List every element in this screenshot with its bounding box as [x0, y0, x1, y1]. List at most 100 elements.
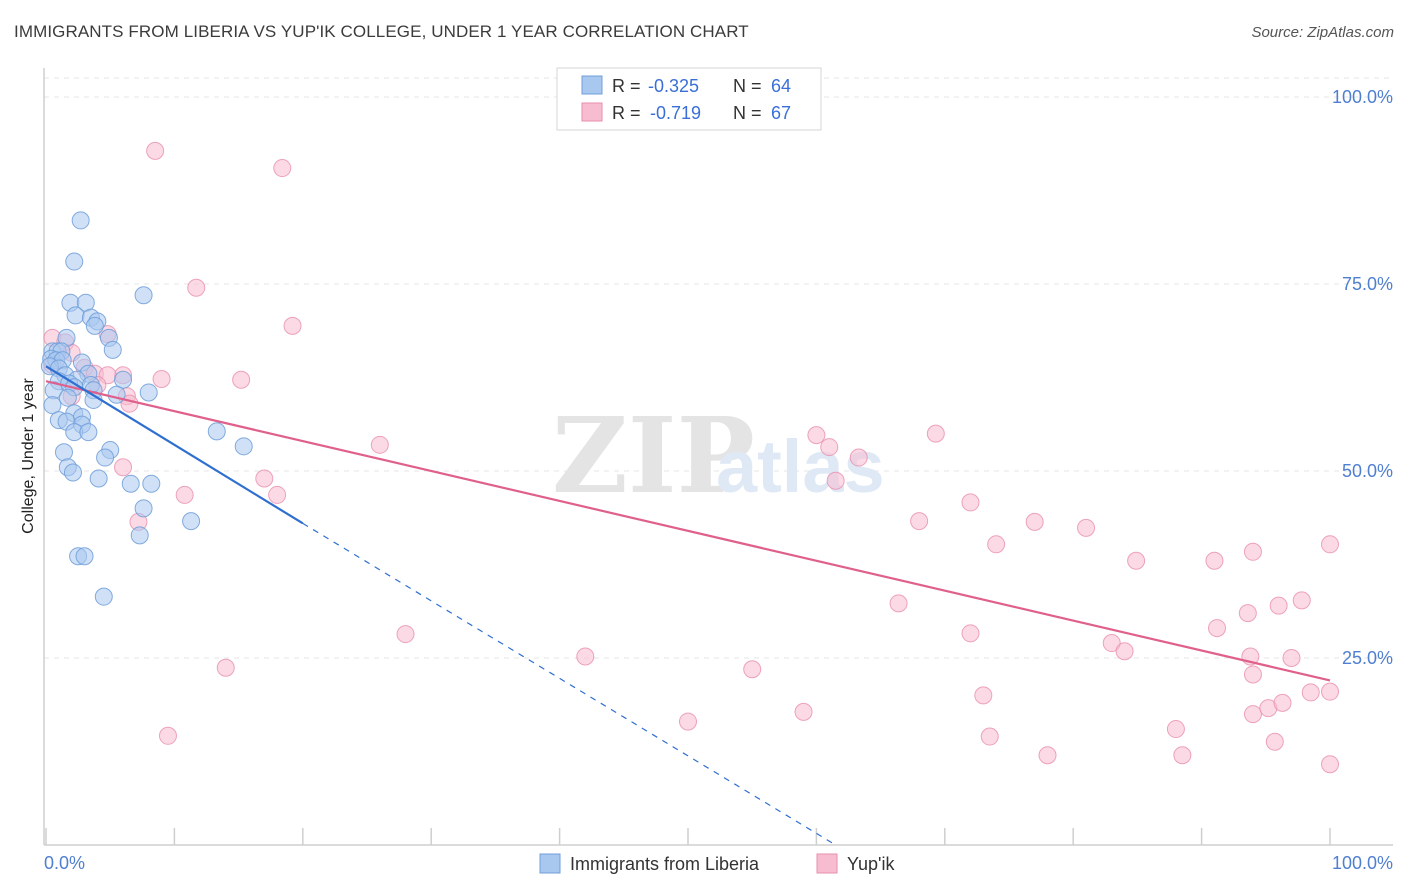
n-value-blue: 64 [771, 76, 791, 96]
watermark-zip: ZIP [552, 394, 755, 517]
liberia-point [234, 437, 253, 456]
stats-legend-swatch-blue [581, 75, 603, 95]
yupik-point [216, 658, 235, 677]
liberia-point [79, 423, 98, 442]
r-value-pink: -0.719 [650, 103, 701, 123]
x-tick-min: 0.0% [44, 853, 85, 873]
yupik-point [961, 493, 980, 512]
liberia-point [207, 422, 226, 441]
r-label-pink: R = [612, 103, 641, 123]
axes [43, 68, 1393, 846]
watermark-atlas: atlas [716, 425, 885, 508]
legend-swatch-liberia [539, 853, 561, 874]
y-tick-label: 25.0% [1342, 648, 1393, 668]
liberia-point [121, 474, 140, 493]
yupik-point [273, 159, 292, 178]
yupik-point [1238, 604, 1257, 623]
yupik-point [1077, 518, 1096, 537]
yupik-point [1265, 732, 1284, 751]
yupik-point [974, 686, 993, 705]
liberia-point [134, 499, 153, 518]
yupik-point [114, 458, 133, 477]
liberia-trend-extension [302, 522, 836, 846]
yupik-point [255, 469, 274, 488]
yupik-point [1166, 720, 1185, 739]
yupik-point [1127, 551, 1146, 570]
yupik-point [152, 369, 171, 388]
yupik-point [370, 435, 389, 454]
r-label-blue: R = [612, 76, 641, 96]
yupik-point [889, 594, 908, 613]
liberia-point [85, 316, 104, 335]
yupik-point [679, 712, 697, 731]
liberia-point [96, 448, 115, 467]
liberia-point [134, 286, 153, 305]
stats-legend: R = -0.325 N = 64 R = -0.719 N = 67 [556, 67, 822, 131]
yupik-point [1173, 746, 1192, 765]
liberia-point [130, 526, 149, 545]
yupik-point [175, 485, 194, 504]
yupik-trend-line [45, 380, 1331, 682]
liberia-point [63, 463, 82, 482]
yupik-point [1038, 746, 1057, 765]
yupik-point [1292, 591, 1311, 610]
legend-label-liberia: Immigrants from Liberia [570, 854, 760, 874]
liberia-point [43, 396, 62, 415]
y-tick-label: 100.0% [1332, 87, 1393, 107]
chart-title: IMMIGRANTS FROM LIBERIA VS YUP'IK COLLEG… [14, 22, 749, 41]
yupik-point [1269, 596, 1288, 615]
n-label-blue: N = [733, 76, 762, 96]
series-legend: Immigrants from Liberia Yup'ik [539, 853, 895, 874]
yupik-points [43, 141, 1339, 774]
yupik-point [232, 370, 251, 389]
yupik-point [826, 471, 845, 490]
liberia-point [107, 385, 126, 404]
yupik-point [1243, 705, 1262, 724]
x-tick-max: 100.0% [1332, 853, 1393, 873]
yupik-point [146, 141, 165, 160]
liberia-trend-line [45, 365, 304, 525]
yupik-point [158, 726, 177, 745]
yupik-point [794, 702, 813, 721]
yupik-point [1025, 512, 1044, 531]
liberia-point [66, 306, 85, 325]
n-value-pink: 67 [771, 103, 791, 123]
yupik-point [283, 316, 302, 335]
yupik-point [187, 278, 206, 297]
liberia-point [139, 383, 158, 402]
liberia-point [142, 474, 161, 493]
yupik-point [1243, 542, 1262, 561]
liberia-point [114, 370, 133, 389]
yupik-point [961, 624, 980, 643]
yupik-point [1273, 693, 1292, 712]
y-tick-label: 75.0% [1342, 274, 1393, 294]
yupik-point [1243, 665, 1262, 684]
yupik-point [1321, 755, 1339, 774]
legend-label-yupik: Yup'ik [847, 854, 895, 874]
yupik-point [987, 535, 1006, 554]
trend-lines [45, 365, 1331, 846]
source-label: Source: ZipAtlas.com [1251, 24, 1394, 41]
y-tick-labels: 25.0% 50.0% 75.0% 100.0% [1332, 87, 1393, 668]
liberia-point [54, 443, 73, 462]
stats-legend-swatch-pink [581, 102, 603, 122]
y-tick-label: 50.0% [1342, 461, 1393, 481]
yupik-point [926, 424, 945, 443]
n-label-pink: N = [733, 103, 762, 123]
yupik-point [1321, 682, 1339, 701]
yupik-point [849, 448, 868, 467]
yupik-point [980, 727, 999, 746]
yupik-point [1321, 535, 1339, 554]
r-value-blue: -0.325 [648, 76, 699, 96]
yupik-point [807, 426, 826, 445]
liberia-point [182, 512, 201, 531]
yupik-point [820, 438, 839, 457]
yupik-point [1205, 551, 1224, 570]
liberia-point [75, 547, 94, 566]
liberia-point [58, 388, 77, 407]
liberia-points [40, 211, 253, 606]
yupik-point [268, 485, 287, 504]
legend-swatch-yupik [816, 853, 838, 874]
yupik-point [396, 625, 415, 644]
